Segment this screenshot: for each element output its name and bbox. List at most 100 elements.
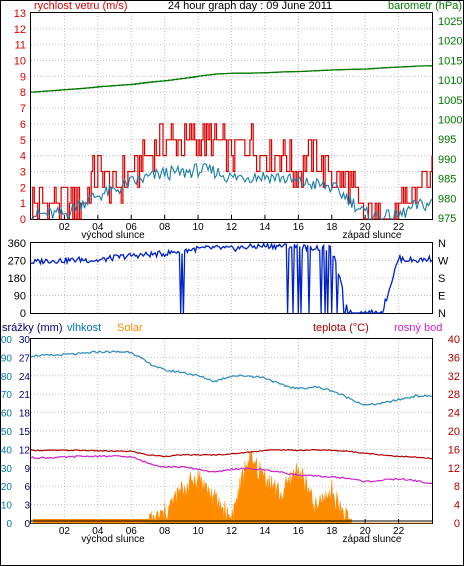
wind-x-label: 16 — [293, 222, 305, 233]
wind-tick-label: 6 — [20, 119, 26, 131]
direction-tick-label: 180 — [8, 273, 26, 285]
wind-tick-label: 5 — [20, 135, 26, 147]
dewpoint-line — [30, 454, 433, 485]
wind-x-label: 20 — [360, 222, 372, 233]
wind-x-label: 10 — [193, 222, 205, 233]
bottom-series — [30, 350, 433, 524]
bottom-panel-frame — [30, 338, 433, 524]
temperature-tick-label: 24 — [448, 408, 460, 420]
humidity-tick-label: 60 — [1, 409, 13, 420]
wind-tick-label: 9 — [20, 71, 26, 83]
wind-x-axis: 02 04 06 08 10 12 14 16 18 20 22 — [59, 215, 405, 233]
bottom-x-axis: 02 04 06 08 10 12 14 16 18 20 22 — [59, 519, 405, 537]
compass-tick-label: S — [438, 273, 445, 285]
wind-series — [31, 65, 433, 220]
compass-tick-label: W — [438, 256, 449, 268]
bottom-x-label: 14 — [259, 526, 271, 537]
bottom-right-axis: 0 4 8 12 16 20 24 28 32 36 40 — [448, 334, 460, 530]
direction-tick-label: 270 — [8, 256, 26, 268]
humidity-tick-label: 100 — [0, 335, 12, 346]
wind-panel-frame — [30, 12, 433, 220]
wind-x-label: 08 — [159, 222, 171, 233]
wind-x-label: 18 — [326, 222, 338, 233]
wind-tick-label: 13 — [14, 8, 26, 20]
temperature-line — [30, 448, 433, 460]
humidity-label: vlhkost — [67, 322, 101, 334]
rain-tick-label: 9 — [24, 464, 30, 475]
rain-tick-label: 21 — [19, 390, 31, 401]
wind-tick-label: 8 — [20, 87, 26, 99]
direction-tick-label: 360 — [8, 238, 26, 250]
barometer-right-axis: 975 980 985 990 995 1000 1005 1010 1015 1020 1025 — [438, 16, 462, 225]
barometer-tick-label: 1005 — [438, 95, 462, 107]
temperature-tick-label: 40 — [448, 334, 460, 346]
temperature-tick-label: 0 — [454, 518, 460, 530]
compass-tick-label: N — [438, 308, 446, 320]
bottom-x-label: 10 — [193, 526, 205, 537]
barometer-tick-label: 980 — [438, 193, 456, 205]
barometer-tick-label: 1010 — [438, 75, 462, 87]
wind-average-line — [31, 162, 433, 220]
wind-x-label: 04 — [92, 222, 104, 233]
bottom-left-axes: 0 3 6 9 12 15 18 21 24 27 30 0 10 20 30 40 50 60 70 80 90 100 — [0, 335, 30, 530]
wind-title-right: barometr (hPa) — [388, 0, 462, 12]
direction-tick-label: 0 — [20, 308, 26, 320]
barometer-tick-label: 1020 — [438, 36, 462, 48]
rain-tick-label: 12 — [19, 445, 31, 456]
temperature-tick-label: 12 — [448, 463, 460, 475]
humidity-tick-label: 30 — [1, 464, 13, 475]
barometer-line — [31, 65, 433, 93]
direction-tick-label: 90 — [14, 291, 26, 303]
humidity-tick-label: 50 — [1, 427, 13, 438]
temperature-tick-label: 16 — [448, 444, 460, 456]
barometer-tick-label: 975 — [438, 213, 456, 225]
bottom-x-label: 06 — [126, 526, 138, 537]
bottom-x-label: 20 — [360, 526, 372, 537]
wind-tick-label: 12 — [14, 24, 26, 36]
sunset-label-top: západ slunce — [343, 230, 402, 241]
temperature-tick-label: 32 — [448, 371, 460, 383]
temperature-tick-label: 4 — [454, 500, 460, 512]
barometer-tick-label: 1025 — [438, 16, 462, 28]
wind-tick-label: 1 — [20, 198, 26, 210]
rain-tick-label: 6 — [24, 482, 30, 493]
wind-x-label: 14 — [259, 222, 271, 233]
temperature-tick-label: 28 — [448, 389, 460, 401]
barometer-tick-label: 1015 — [438, 55, 462, 67]
bottom-x-label: 02 — [59, 526, 71, 537]
sunrise-label-top: východ slunce — [81, 230, 145, 241]
wind-x-label: 22 — [393, 222, 405, 233]
bottom-grid — [31, 339, 432, 523]
wind-tick-label: 2 — [20, 182, 26, 194]
compass-tick-label: E — [438, 291, 445, 303]
humidity-tick-label: 0 — [6, 519, 12, 530]
humidity-tick-label: 80 — [1, 372, 13, 383]
rain-tick-label: 0 — [24, 519, 30, 530]
humidity-tick-label: 40 — [1, 445, 13, 456]
bottom-x-label: 04 — [92, 526, 104, 537]
temperature-label: teplota (°C) — [313, 322, 369, 334]
wind-gust-line — [31, 123, 433, 220]
rain-tick-label: 24 — [19, 372, 31, 383]
humidity-line — [30, 350, 433, 406]
direction-grid — [31, 243, 432, 313]
direction-panel-frame — [30, 242, 433, 314]
wind-direction-line — [30, 241, 433, 315]
wind-x-label: 02 — [59, 222, 71, 233]
sunrise-label-bottom: východ slunce — [81, 534, 145, 545]
bottom-x-label: 16 — [293, 526, 305, 537]
rain-tick-label: 30 — [19, 335, 31, 346]
wind-title-left: rychlost vetru (m/s) — [34, 0, 128, 12]
dewpoint-label: rosný bod — [394, 322, 442, 334]
direction-series — [30, 241, 433, 315]
wind-tick-label: 10 — [14, 56, 26, 68]
rain-tick-label: 15 — [19, 427, 31, 438]
wind-x-label: 12 — [226, 222, 238, 233]
graph-title: 24 hour graph day : 09 June 2011 — [168, 0, 332, 12]
rain-label: srážky (mm) — [2, 322, 63, 334]
humidity-tick-label: 90 — [1, 353, 13, 364]
